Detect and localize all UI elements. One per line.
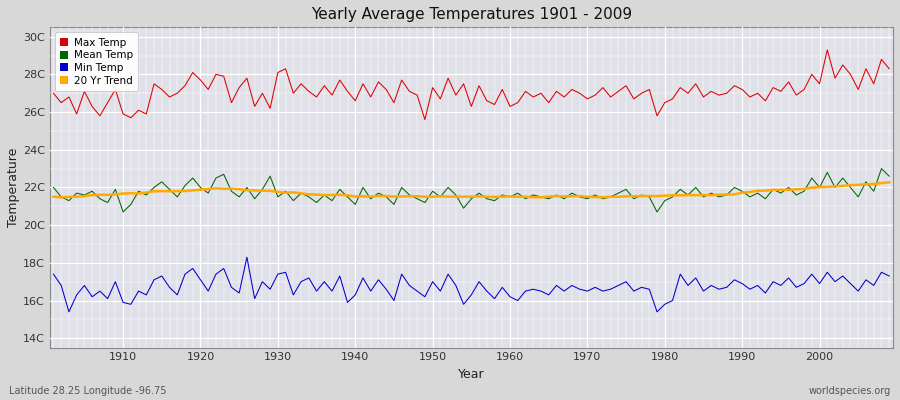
Y-axis label: Temperature: Temperature (7, 148, 20, 227)
Title: Yearly Average Temperatures 1901 - 2009: Yearly Average Temperatures 1901 - 2009 (310, 7, 632, 22)
Text: worldspecies.org: worldspecies.org (809, 386, 891, 396)
X-axis label: Year: Year (458, 368, 484, 381)
Text: Latitude 28.25 Longitude -96.75: Latitude 28.25 Longitude -96.75 (9, 386, 166, 396)
Legend: Max Temp, Mean Temp, Min Temp, 20 Yr Trend: Max Temp, Mean Temp, Min Temp, 20 Yr Tre… (55, 32, 138, 91)
